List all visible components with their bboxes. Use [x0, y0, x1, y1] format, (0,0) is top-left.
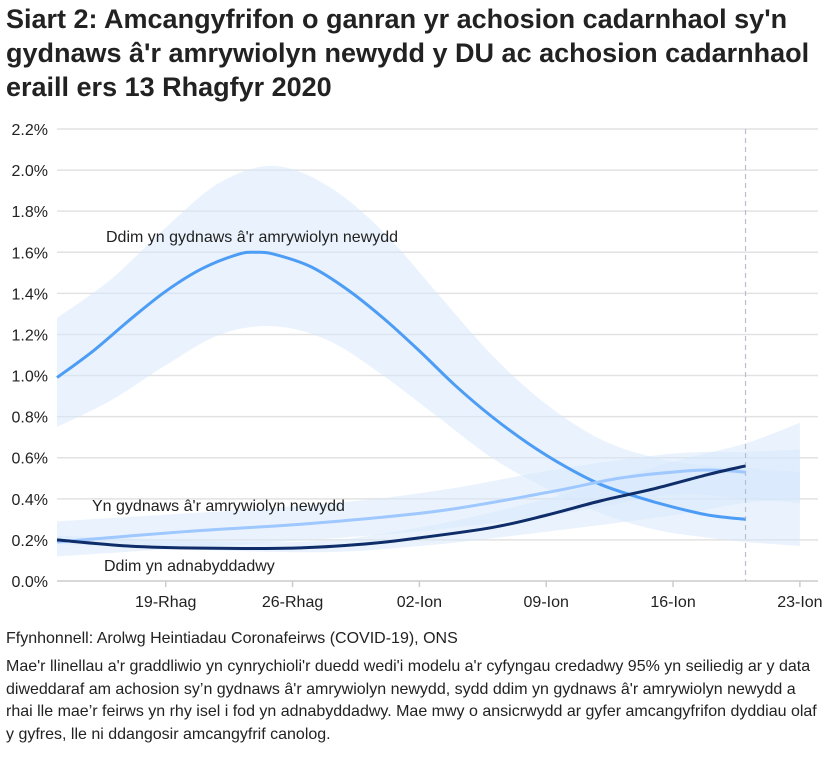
- y-tick-label: 1.2%: [12, 327, 48, 344]
- credible-interval-band: [57, 165, 800, 547]
- source-text: Ffynhonnell: Arolwg Heintiadau Coronafei…: [6, 630, 458, 647]
- x-tick-label: 26-Rhag: [262, 594, 323, 611]
- chart-title: Siart 2: Amcangyfrifon o ganran yr achos…: [6, 4, 810, 102]
- x-tick-label: 02-Ion: [397, 594, 442, 611]
- y-tick-label: 1.0%: [12, 369, 48, 386]
- y-tick-label: 0.4%: [12, 492, 48, 509]
- y-tick-label: 0.2%: [12, 533, 48, 550]
- chart-note: Mae'r llinellau a'r graddliwio yn cynryc…: [6, 658, 817, 743]
- y-tick-label: 1.4%: [12, 286, 48, 303]
- axes: 0.0% 0.2% 0.4% 0.6% 0.8% 1.0% 1.2% 1.4% 1.6% 1.8%…: [12, 122, 823, 611]
- series-line: [56, 464, 746, 551]
- series-line: [56, 250, 746, 521]
- credible-interval-bands: [57, 165, 800, 557]
- y-tick-label: 0.6%: [12, 451, 48, 468]
- series-labels: Ddim yn gydnaws â'r amrywiolyn newydd Yn …: [92, 229, 398, 575]
- x-tick-label: 19-Rhag: [135, 594, 196, 611]
- y-tick-label: 2.2%: [12, 122, 48, 139]
- credible-interval-band: [57, 449, 800, 557]
- y-tick-label: 0.8%: [12, 410, 48, 427]
- series-line: [56, 468, 746, 544]
- line-chart: 0.0% 0.2% 0.4% 0.6% 0.8% 1.0% 1.2% 1.4% 1.6% 1.8%…: [12, 122, 823, 611]
- series-label: Ddim yn adnabyddadwy: [104, 558, 275, 575]
- series-label: Ddim yn gydnaws â'r amrywiolyn newydd: [106, 229, 398, 246]
- series-label: Yn gydnaws â'r amrywiolyn newydd: [92, 498, 345, 515]
- y-tick-label: 1.8%: [12, 204, 48, 221]
- y-tick-label: 2.0%: [12, 163, 48, 180]
- y-tick-label: 1.6%: [12, 245, 48, 262]
- x-tick-label: 09-Ion: [524, 594, 569, 611]
- credible-interval-band: [57, 422, 800, 553]
- x-tick-label: 23-Ion: [777, 594, 822, 611]
- series-lines: [56, 250, 746, 551]
- y-tick-label: 0.0%: [12, 574, 48, 591]
- x-tick-label: 16-Ion: [650, 594, 695, 611]
